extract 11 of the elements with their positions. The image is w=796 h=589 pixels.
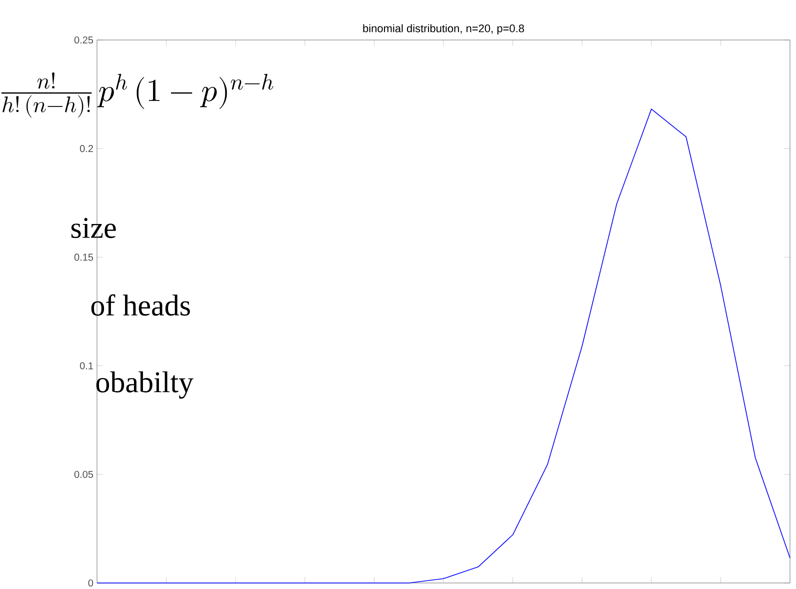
annotation: of heads [91, 294, 190, 316]
y-tick-label: 0.2 [80, 145, 93, 152]
annotation: $\frac{n!}{h!\,(n-h)!}\,p^{h}\,(1-p)^{n-h}$ [1, 72, 274, 118]
annotation: size [71, 218, 116, 238]
y-tick-label: 0 [88, 579, 94, 587]
y-tick-label: 0.1 [80, 362, 93, 370]
y-tick-label: 0.05 [74, 470, 94, 478]
y-tick-label: 0.25 [74, 36, 94, 44]
y-tick-label: 0.15 [74, 254, 94, 261]
chart-title: binomial distribution, n=20, p=0.8 [363, 24, 524, 34]
annotation: obabilty [96, 371, 194, 399]
